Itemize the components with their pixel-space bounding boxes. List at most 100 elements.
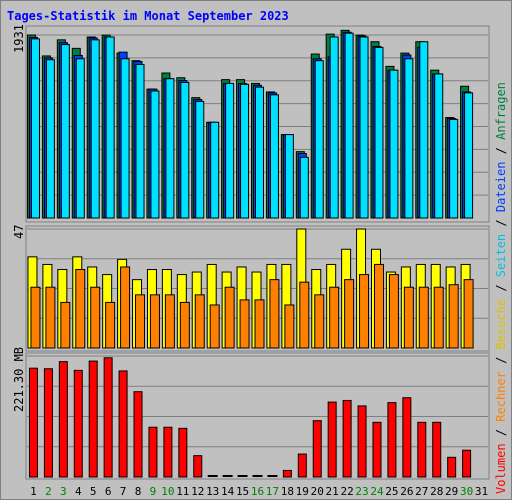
legend-besuche: Besuche — [494, 298, 508, 350]
x-tick-label: 14 — [221, 485, 235, 498]
x-tick-label: 11 — [176, 485, 189, 498]
x-tick-label: 9 — [150, 485, 157, 498]
x-tick-label: 12 — [191, 485, 204, 498]
bar-rechner-day-18 — [284, 304, 295, 349]
x-tick-label: 28 — [430, 485, 443, 498]
bar-rechner-day-14 — [224, 286, 235, 349]
bar-volumen-day-20 — [312, 420, 322, 478]
x-tick-label: 1 — [30, 485, 37, 498]
bar-rechner-day-22 — [344, 279, 355, 349]
bar-seiten-day-20 — [314, 60, 324, 219]
bar-volumen-day-8 — [133, 391, 143, 478]
bar-seiten-day-14 — [225, 82, 235, 219]
bar-volumen-day-1 — [28, 367, 38, 478]
x-tick-label: 18 — [281, 485, 294, 498]
bar-rechner-day-17 — [269, 279, 280, 349]
bar-seiten-day-24 — [374, 46, 384, 219]
x-tick-label: 30 — [460, 485, 473, 498]
bar-rechner-day-27 — [418, 286, 429, 349]
bar-rechner-day-9 — [149, 294, 160, 349]
x-tick-label: 5 — [90, 485, 97, 498]
bar-rechner-day-7 — [120, 266, 131, 349]
bar-volumen-day-4 — [73, 369, 83, 478]
bar-volumen-day-18 — [282, 469, 292, 478]
bar-volumen-day-25 — [387, 402, 397, 478]
bar-seiten-day-16 — [255, 86, 264, 219]
bar-volumen-day-28 — [432, 421, 442, 478]
bar-volumen-day-10 — [163, 426, 173, 478]
bar-seiten-day-29 — [449, 118, 459, 219]
x-tick-label: 29 — [445, 485, 458, 498]
x-tick-label: 6 — [105, 485, 112, 498]
legend-separator: / — [494, 421, 508, 444]
bar-seiten-day-5 — [90, 39, 100, 219]
bar-rechner-day-1 — [30, 286, 41, 349]
bar-volumen-day-15 — [237, 475, 248, 477]
bar-volumen-day-9 — [148, 426, 158, 478]
bar-rechner-day-24 — [373, 263, 384, 349]
x-tick-label: 26 — [400, 485, 413, 498]
bar-rechner-day-13 — [209, 304, 220, 349]
x-tick-label: 19 — [296, 485, 309, 498]
x-tick-label: 2 — [45, 485, 52, 498]
bar-seiten-day-30 — [464, 92, 474, 219]
top-panel-max-label: 1931 — [12, 24, 26, 53]
x-tick-label: 15 — [236, 485, 249, 498]
bar-volumen-day-13 — [207, 475, 218, 477]
bar-seiten-day-18 — [284, 134, 294, 219]
bar-rechner-day-6 — [105, 301, 116, 349]
bar-seiten-day-9 — [150, 90, 160, 219]
bar-seiten-day-10 — [165, 78, 175, 219]
legend-separator: / — [494, 139, 508, 162]
bar-rechner-day-2 — [45, 286, 56, 349]
bar-seiten-day-17 — [269, 94, 279, 219]
x-tick-label: 8 — [135, 485, 142, 498]
bar-seiten-day-28 — [434, 73, 444, 219]
bar-rechner-day-26 — [403, 286, 414, 349]
legend-separator: / — [494, 277, 508, 299]
bar-seiten-day-13 — [210, 121, 220, 219]
legend: Volumen / Rechner / Besuche / Seiten / D… — [494, 82, 508, 494]
x-tick-label: 25 — [385, 485, 398, 498]
bar-seiten-day-6 — [105, 36, 115, 219]
legend-rechner: Rechner — [494, 371, 508, 422]
bar-seiten-day-21 — [329, 36, 339, 219]
bar-rechner-day-30 — [463, 279, 474, 349]
legend-volumen: Volumen — [494, 443, 508, 494]
bar-volumen-day-2 — [43, 368, 53, 478]
bar-seiten-day-25 — [389, 69, 399, 219]
bar-volumen-day-3 — [58, 361, 68, 478]
bar-volumen-day-12 — [193, 455, 203, 478]
x-tick-label: 13 — [206, 485, 219, 498]
bar-rechner-day-20 — [314, 294, 325, 349]
middle-panel-max-label: 47 — [12, 224, 26, 239]
bar-rechner-day-25 — [388, 274, 399, 349]
bar-volumen-day-11 — [178, 427, 188, 478]
legend-seiten: Seiten — [494, 233, 508, 278]
bar-seiten-day-3 — [60, 44, 70, 219]
bar-rechner-day-4 — [75, 269, 86, 349]
bar-rechner-day-12 — [194, 294, 205, 349]
bar-seiten-day-19 — [299, 156, 309, 219]
bar-volumen-day-19 — [297, 453, 307, 478]
x-tick-label: 10 — [161, 485, 174, 498]
bar-seiten-day-11 — [180, 81, 190, 219]
bar-seiten-day-26 — [404, 58, 414, 219]
bar-rechner-day-5 — [90, 286, 101, 349]
bar-volumen-day-21 — [327, 401, 337, 478]
bar-volumen-day-24 — [372, 421, 382, 478]
bar-seiten-day-15 — [240, 83, 250, 219]
x-tick-label: 4 — [75, 485, 82, 498]
bar-rechner-day-3 — [60, 301, 71, 349]
bar-seiten-day-4 — [75, 58, 85, 219]
x-tick-label: 21 — [326, 485, 339, 498]
bar-volumen-day-27 — [417, 421, 427, 478]
x-tick-label: 24 — [370, 485, 384, 498]
bar-seiten-day-1 — [30, 38, 40, 219]
bar-volumen-day-5 — [88, 360, 98, 478]
x-tick-label: 27 — [415, 485, 428, 498]
bar-volumen-day-26 — [402, 397, 412, 478]
bar-rechner-day-23 — [359, 274, 370, 349]
